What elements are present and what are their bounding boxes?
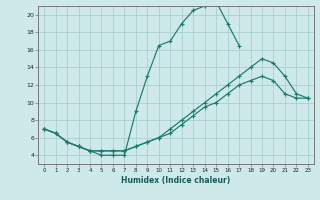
X-axis label: Humidex (Indice chaleur): Humidex (Indice chaleur) [121,176,231,185]
